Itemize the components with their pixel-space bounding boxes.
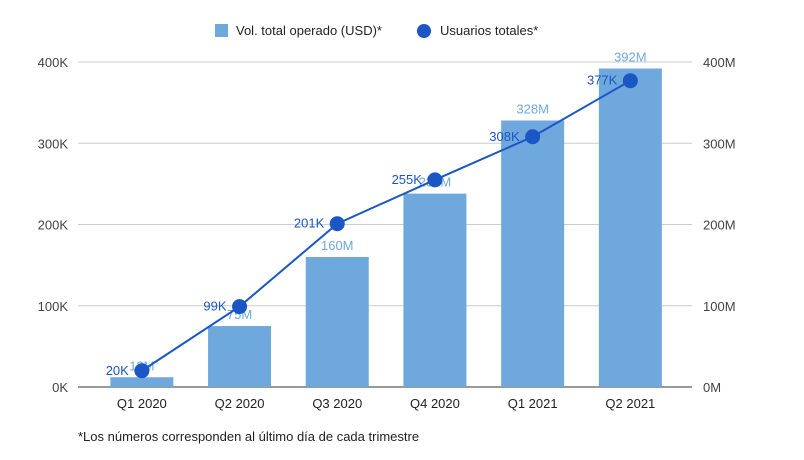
left-tick-label: 0K — [52, 380, 68, 395]
line-point — [134, 363, 150, 379]
point-value-label: 308K — [489, 129, 520, 144]
legend-line-swatch — [417, 24, 431, 38]
left-tick-label: 100K — [38, 299, 69, 314]
left-tick-label: 400K — [38, 55, 69, 70]
bar — [403, 193, 467, 387]
right-tick-label: 400M — [703, 55, 736, 70]
bar-value-label: 328M — [516, 102, 549, 117]
point-value-label: 99K — [203, 299, 226, 314]
x-axis: Q1 2020 Q2 2020 Q3 2020 Q4 2020 Q1 2021 Q2 20… — [117, 396, 655, 411]
category-label: Q1 2020 — [117, 396, 167, 411]
right-tick-label: 0M — [703, 380, 721, 395]
bar-value-label: 392M — [614, 50, 647, 65]
bar — [598, 68, 662, 387]
category-label: Q1 2021 — [508, 396, 558, 411]
right-tick-label: 200M — [703, 218, 736, 233]
category-label: Q4 2020 — [410, 396, 460, 411]
left-axis: 0K 100K 200K 300K 400K — [38, 55, 69, 395]
line-point — [329, 216, 345, 232]
line-point — [525, 129, 541, 145]
line-series — [134, 73, 638, 379]
point-labels: 20K 99K 201K 255K 308K 377K — [106, 73, 618, 378]
bar — [305, 257, 369, 387]
point-value-label: 20K — [106, 363, 129, 378]
legend-line-label: Usuarios totales* — [440, 23, 538, 38]
legend: Vol. total operado (USD)* Usuarios total… — [215, 23, 538, 38]
point-value-label: 377K — [587, 73, 618, 88]
line-path — [141, 79, 631, 372]
point-value-label: 201K — [294, 216, 325, 231]
right-axis: 0M 100M 200M 300M 400M — [703, 55, 736, 395]
legend-bar-swatch — [215, 24, 228, 37]
left-tick-label: 300K — [38, 136, 69, 151]
right-tick-label: 100M — [703, 299, 736, 314]
right-tick-label: 300M — [703, 136, 736, 151]
bar-value-label: 160M — [321, 238, 354, 253]
category-label: Q3 2020 — [312, 396, 362, 411]
footnote: *Los números corresponden al último día … — [78, 429, 420, 444]
bar-labels: 12M75M160M238M328M392M — [129, 50, 646, 374]
point-value-label: 255K — [392, 172, 423, 187]
bar — [208, 326, 272, 387]
bar — [110, 377, 174, 387]
left-tick-label: 200K — [38, 218, 69, 233]
gridlines — [78, 61, 692, 388]
legend-bar-label: Vol. total operado (USD)* — [236, 23, 382, 38]
bar-series — [110, 68, 662, 387]
bar — [501, 120, 565, 387]
category-label: Q2 2021 — [605, 396, 655, 411]
line-point — [427, 172, 443, 188]
line-point — [622, 73, 638, 89]
line-point — [232, 299, 248, 315]
category-label: Q2 2020 — [215, 396, 265, 411]
